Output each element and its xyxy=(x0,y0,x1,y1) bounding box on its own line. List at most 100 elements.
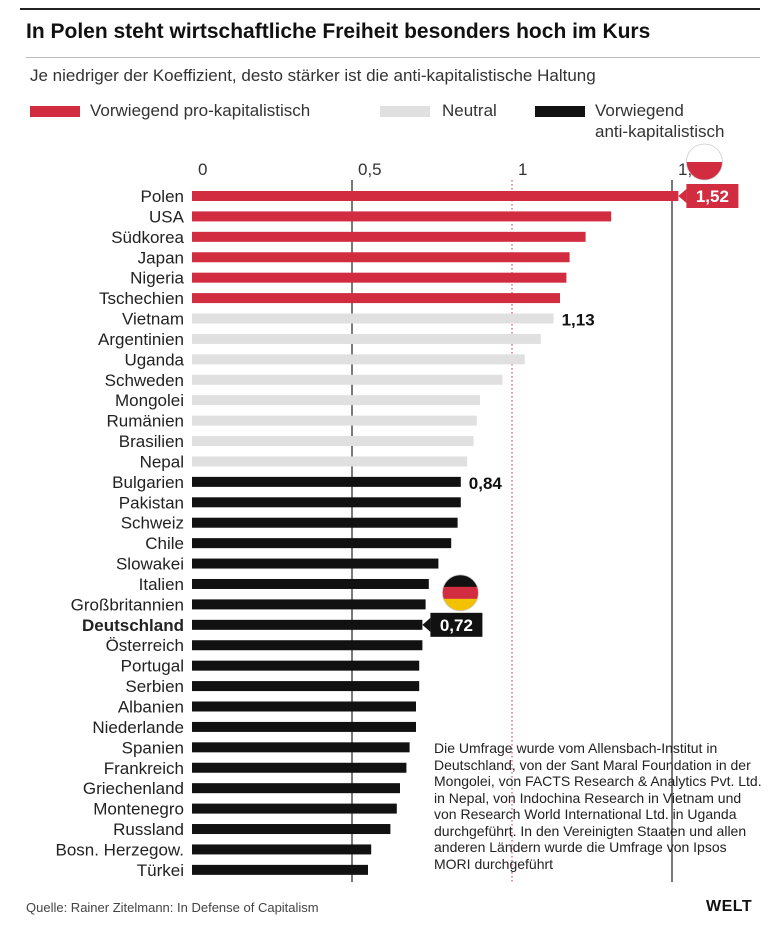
bar xyxy=(192,517,458,528)
category-label: Schweiz xyxy=(121,514,184,533)
data-label: 0,72 xyxy=(440,616,473,635)
legend-label-neutral: Neutral xyxy=(442,101,497,120)
x-tick-label: 0 xyxy=(198,160,207,179)
category-label: Schweden xyxy=(105,371,184,390)
bar xyxy=(192,456,468,467)
category-label: Niederlande xyxy=(92,718,184,737)
bar xyxy=(192,599,426,610)
x-tick-label: 0,5 xyxy=(358,160,382,179)
category-label: Frankreich xyxy=(104,759,184,778)
legend-label-anti-line2: anti-kapitalistisch xyxy=(595,122,725,141)
category-label: Polen xyxy=(141,187,184,206)
bar xyxy=(192,354,525,365)
source-note: Quelle: Rainer Zitelmann: In Defense of … xyxy=(26,900,319,915)
legend-label-pro: Vorwiegend pro-kapitalistisch xyxy=(90,101,311,120)
germany-flag-stripe xyxy=(442,574,479,588)
category-label: Nepal xyxy=(140,452,184,471)
bar xyxy=(192,333,541,344)
category-label: Deutschland xyxy=(82,616,184,635)
footnote: Die Umfrage wurde vom Allensbach-Institu… xyxy=(434,740,762,872)
legend-swatch-pro xyxy=(30,106,80,117)
value-badge xyxy=(686,184,739,208)
category-label: Spanien xyxy=(122,738,184,757)
bar xyxy=(192,293,560,304)
category-label: Großbritannien xyxy=(71,595,184,614)
chart-subtitle: Je niedriger der Koeffizient, desto stär… xyxy=(30,66,596,85)
data-label: 0,84 xyxy=(469,474,503,493)
bar xyxy=(192,619,423,630)
category-label: Österreich xyxy=(106,636,184,655)
category-label: Italien xyxy=(139,575,184,594)
welt-logo: WELT xyxy=(706,898,753,915)
category-label: Bosn. Herzegow. xyxy=(55,840,184,859)
category-label: Serbien xyxy=(125,677,184,696)
bar xyxy=(192,803,397,814)
bar xyxy=(192,436,474,447)
bar xyxy=(192,660,420,671)
category-label: Russland xyxy=(113,820,184,839)
bar xyxy=(192,558,439,569)
bar xyxy=(192,538,452,549)
category-label: Nigeria xyxy=(130,269,184,288)
bar xyxy=(192,783,400,794)
bar xyxy=(192,762,407,773)
category-label: Brasilien xyxy=(119,432,184,451)
germany-flag-icon xyxy=(441,574,479,612)
category-label: Pakistan xyxy=(119,493,184,512)
bar xyxy=(192,497,461,508)
badge-pointer xyxy=(678,189,687,203)
category-label: Albanien xyxy=(118,698,184,717)
x-tick-label: 1 xyxy=(518,160,527,179)
bar xyxy=(192,272,567,283)
category-label: USA xyxy=(149,207,185,226)
poland-flag-stripe xyxy=(686,144,723,163)
bar xyxy=(192,231,586,242)
category-label: Chile xyxy=(145,534,184,553)
poland-flag-icon xyxy=(686,143,723,181)
data-label: 1,13 xyxy=(562,311,595,330)
category-label: Mongolei xyxy=(115,391,184,410)
bar xyxy=(192,211,612,222)
category-label: Bulgarien xyxy=(112,473,184,492)
value-badge xyxy=(430,612,483,637)
category-label: Argentinien xyxy=(98,330,184,349)
legend-swatch-anti xyxy=(535,106,585,117)
category-label: Vietnam xyxy=(122,310,184,329)
bar xyxy=(192,701,416,712)
category-label: Tschechien xyxy=(99,289,184,308)
category-label: Rumänien xyxy=(107,412,185,431)
category-label: Südkorea xyxy=(111,228,184,247)
category-label: Türkei xyxy=(137,861,184,880)
top-rule xyxy=(20,8,760,10)
category-label: Japan xyxy=(138,248,184,267)
bar xyxy=(192,395,480,406)
germany-flag-stripe xyxy=(442,598,479,611)
bar xyxy=(192,844,372,855)
bar xyxy=(192,313,554,324)
bar xyxy=(192,742,410,753)
title-divider xyxy=(26,57,760,58)
bar xyxy=(192,864,368,875)
bar xyxy=(192,578,429,589)
category-label: Montenegro xyxy=(93,800,184,819)
legend-swatch-neutral xyxy=(380,106,430,117)
bar xyxy=(192,640,423,651)
poland-flag-stripe xyxy=(686,162,723,180)
bar xyxy=(192,824,391,835)
germany-flag-stripe xyxy=(442,586,479,600)
chart-title: In Polen steht wirtschaftliche Freiheit … xyxy=(26,20,651,43)
data-label: 1,52 xyxy=(696,187,729,206)
category-label: Uganda xyxy=(124,350,184,369)
bar xyxy=(192,415,477,426)
legend-label-anti-line1: Vorwiegend xyxy=(595,101,684,120)
category-label: Slowakei xyxy=(116,555,184,574)
bar xyxy=(192,476,461,487)
bar xyxy=(192,252,570,263)
bar xyxy=(192,374,503,385)
bar xyxy=(192,721,416,732)
bar xyxy=(192,191,679,201)
bar xyxy=(192,681,420,692)
category-label: Griechenland xyxy=(83,779,184,798)
badge-pointer xyxy=(422,617,431,632)
